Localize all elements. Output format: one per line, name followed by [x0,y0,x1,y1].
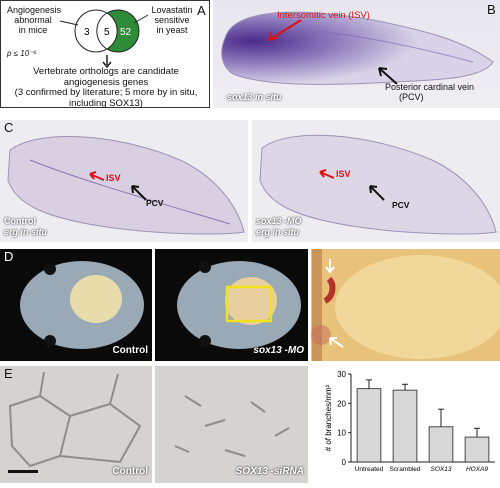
c-right-pcv-label: PCV [392,200,410,210]
x-tick-label: HOXA9 [466,466,488,473]
venn-left-title: Angiogenesis abnormal in mice [7,5,62,35]
venn-n-mid: 5 [104,27,110,38]
venn-overlap [96,12,118,50]
bar-sox13 [428,426,454,463]
venn-text: Vertebrate orthologs are candidate angio… [14,66,198,109]
venn-pvalue: p ≤ 10⁻⁶ [7,49,37,58]
panel-c-label: C [4,120,14,135]
c-right-isv-arrow [319,169,335,179]
panel-a: A Angiogenesis abnormal in mice Lovastat… [0,0,210,108]
y-tick-label: 10 [337,429,346,438]
bar-hoxa9 [464,436,490,463]
sox13-embryo [221,11,494,85]
pcv-arrow [378,67,398,85]
c-left-pcv-arrow [131,185,147,201]
venn-left-pointer [59,20,79,26]
panel-b-caption: sox13 in situ [227,92,282,102]
scale-bar [8,470,38,473]
pcv-label: Posterior cardinal vein (PCV) [385,82,475,102]
c-right-caption: sox13 -MO erg in situ [256,216,302,237]
panel-a-label: A [197,3,206,18]
panel-d-label: D [4,249,14,264]
venn-n-left: 3 [84,27,90,38]
mo-tadpole [177,261,301,349]
c-right-isv-label: ISV [336,169,351,179]
isv-arrow [268,19,302,41]
branches-chart: 0 10 20 30 # of branches/mm² Untreated Scrambl… [311,366,500,483]
y-tick-label: 30 [337,370,346,379]
d-right-arrow-bottom [329,337,344,348]
panel-e-mid-image: SOX13 -siRNA [155,366,308,483]
c-left-caption: Control erg in situ [4,216,48,237]
venn-right-pointer [133,14,149,24]
d-left-caption: Control [112,345,148,356]
y-tick-label: 20 [337,399,346,408]
venn-n-right: 52 [120,27,132,38]
isv-label: Intersomitic vein (ISV) [277,10,370,21]
y-axis-label: # of branches/mm² [324,384,333,451]
c-right-pcv-arrow [369,185,385,201]
zoom-box [225,285,273,323]
e-mid-caption: SOX13 -siRNA [235,466,304,477]
bar-untreated [356,388,382,463]
panel-d-right-image [311,249,500,361]
panel-e-label: E [4,366,13,381]
c-left-isv-label: ISV [106,173,121,183]
d-right-arrow-top [325,259,335,274]
panel-c-left-image: C ISV PCV Control erg in situ [0,120,248,242]
sirna-network [174,395,290,457]
panel-d-mid-image: sox13 -MO [155,249,308,361]
y-tick-label: 0 [342,458,347,467]
bar-scrambled [392,389,418,463]
bar-chart-svg: 0 10 20 30 # of branches/mm² Untreated Scrambl… [324,370,495,473]
d-mid-caption: sox13 -MO [253,345,304,356]
x-tick-label: Untreated [355,466,384,473]
mo-erg-embryo [259,134,497,235]
venn-right-title: Lovastatin sensitive in yeast [151,5,193,35]
panel-b-label: B [487,2,496,17]
c-left-isv-arrow [89,171,105,181]
panel-c-right-image: ISV PCV sox13 -MO erg in situ [252,120,500,242]
control-erg-embryo [7,136,245,235]
panel-b-image: B Intersomitic vein (ISV) Posterior card… [213,0,500,108]
hemorrhage-closeup [311,249,500,361]
control-network [8,371,142,468]
e-left-caption: Control [112,466,148,477]
x-tick-label: SOX13 [431,466,452,473]
c-left-pcv-label: PCV [146,198,164,208]
venn-arrow [102,55,112,69]
panel-e-left-image: E Control [0,366,152,483]
venn-diagram: 3 5 52 [59,9,149,53]
control-tadpole [20,261,144,349]
panel-d-left-image: D Control [0,249,152,361]
x-tick-label: Scrambled [389,466,420,473]
